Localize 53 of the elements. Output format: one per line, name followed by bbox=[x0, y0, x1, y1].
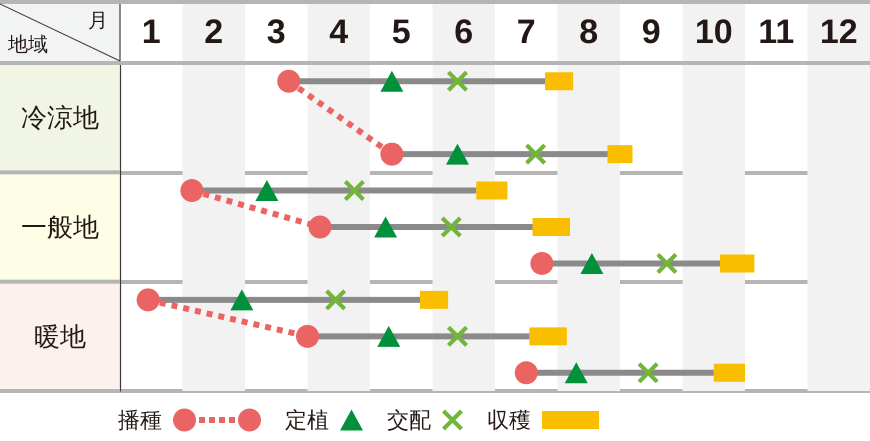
x-tick-label: 4 bbox=[329, 13, 348, 51]
x-tick-label: 9 bbox=[642, 13, 661, 51]
point bbox=[580, 252, 604, 274]
point bbox=[377, 326, 400, 347]
y-axis-title: 地域 bbox=[7, 34, 48, 56]
point bbox=[296, 324, 319, 348]
legend-label: 収穫 bbox=[487, 408, 531, 432]
x-tick-label: 10 bbox=[694, 13, 733, 51]
bar bbox=[545, 72, 574, 90]
bar bbox=[476, 182, 508, 200]
point bbox=[564, 362, 588, 384]
bar bbox=[720, 254, 754, 272]
point bbox=[447, 70, 468, 92]
legend-label: 交配 bbox=[387, 408, 431, 432]
point bbox=[344, 180, 365, 202]
point bbox=[638, 362, 659, 384]
point bbox=[514, 361, 538, 384]
x-tick-label: 1 bbox=[142, 13, 161, 51]
point bbox=[325, 289, 346, 310]
point bbox=[136, 288, 160, 312]
x-tick-label: 11 bbox=[758, 13, 794, 51]
point bbox=[447, 326, 468, 347]
bar bbox=[714, 364, 745, 382]
point bbox=[277, 70, 300, 93]
point bbox=[255, 180, 278, 202]
legend-label: 播種 bbox=[118, 408, 162, 432]
bar bbox=[529, 327, 567, 346]
bar bbox=[420, 290, 448, 309]
legend-label: 定植 bbox=[285, 408, 329, 432]
point bbox=[440, 216, 462, 238]
x-tick-label: 7 bbox=[516, 13, 536, 51]
x-tick-label: 8 bbox=[579, 13, 598, 51]
x-tick-label: 2 bbox=[204, 13, 224, 51]
point bbox=[374, 216, 398, 238]
x-tick-label: 6 bbox=[454, 13, 474, 51]
y-tick-label: 暖地 bbox=[34, 321, 86, 352]
point bbox=[380, 142, 404, 166]
bar bbox=[608, 145, 632, 164]
point bbox=[656, 252, 678, 274]
x-tick-label: 3 bbox=[266, 13, 286, 51]
x-tick-label: 5 bbox=[392, 13, 411, 51]
point bbox=[446, 144, 469, 165]
point bbox=[380, 70, 404, 92]
x-axis-title: 月 bbox=[88, 10, 108, 32]
point bbox=[230, 289, 254, 310]
point bbox=[525, 144, 546, 165]
x-tick-label: 12 bbox=[820, 13, 858, 51]
point bbox=[180, 179, 204, 202]
point bbox=[308, 216, 332, 238]
y-tick-label: 冷涼地 bbox=[21, 102, 99, 133]
y-tick-label: 一般地 bbox=[21, 212, 99, 242]
bar bbox=[532, 218, 570, 236]
point bbox=[530, 252, 554, 275]
